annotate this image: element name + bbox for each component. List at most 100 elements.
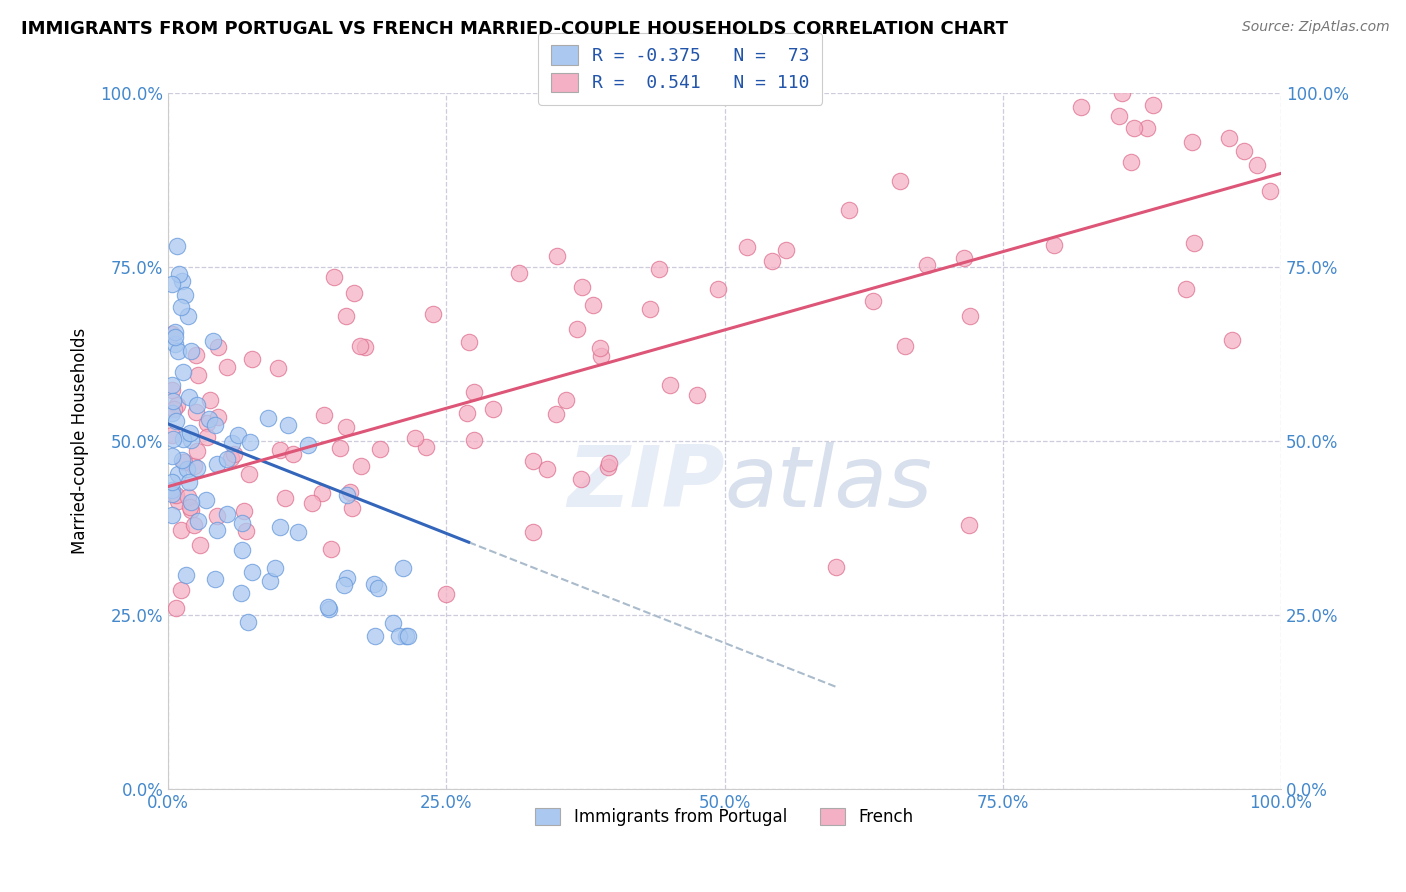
Point: [659, 377, 682, 392]
Point: [957, 517, 980, 532]
Point: [862, 293, 884, 308]
Point: [339, 485, 361, 500]
Point: [172, 365, 194, 379]
Point: [382, 616, 405, 631]
Point: [160, 428, 183, 442]
Point: [1182, 235, 1205, 250]
Point: [415, 440, 437, 454]
Text: ZIP: ZIP: [567, 442, 724, 524]
Point: [336, 488, 359, 502]
Point: [180, 495, 202, 509]
Point: [177, 490, 200, 504]
Point: [953, 252, 976, 266]
Point: [195, 430, 218, 444]
Text: IMMIGRANTS FROM PORTUGAL VS FRENCH MARRIED-COUPLE HOUSEHOLDS CORRELATION CHART: IMMIGRANTS FROM PORTUGAL VS FRENCH MARRI…: [21, 20, 1008, 37]
Point: [160, 475, 183, 489]
Point: [183, 518, 205, 533]
Point: [269, 520, 291, 534]
Point: [160, 406, 183, 420]
Point: [264, 560, 287, 574]
Point: [1142, 98, 1164, 112]
Point: [165, 600, 187, 615]
Point: [186, 444, 208, 458]
Text: Source: ZipAtlas.com: Source: ZipAtlas.com: [1241, 20, 1389, 34]
Point: [160, 508, 183, 522]
Point: [598, 457, 620, 471]
Point: [195, 416, 218, 430]
Point: [162, 433, 184, 447]
Point: [349, 339, 371, 353]
Point: [187, 368, 209, 382]
Point: [215, 507, 238, 521]
Point: [335, 420, 357, 434]
Point: [311, 486, 333, 500]
Point: [353, 340, 375, 354]
Point: [269, 442, 291, 457]
Point: [166, 398, 188, 412]
Point: [242, 565, 264, 579]
Point: [169, 523, 191, 537]
Point: [195, 493, 218, 508]
Point: [824, 559, 846, 574]
Point: [404, 431, 426, 445]
Point: [169, 267, 191, 281]
Point: [204, 572, 226, 586]
Point: [267, 360, 290, 375]
Point: [1070, 100, 1092, 114]
Point: [231, 543, 253, 558]
Point: [183, 459, 205, 474]
Point: [396, 629, 419, 643]
Point: [202, 334, 225, 348]
Point: [160, 483, 183, 497]
Point: [1175, 282, 1198, 296]
Point: [219, 450, 242, 465]
Point: [316, 599, 339, 614]
Point: [177, 309, 200, 323]
Point: [204, 417, 226, 432]
Point: [638, 301, 661, 316]
Point: [174, 288, 197, 302]
Point: [1119, 154, 1142, 169]
Point: [522, 453, 544, 467]
Point: [648, 261, 671, 276]
Point: [170, 300, 193, 314]
Point: [394, 629, 416, 643]
Point: [188, 538, 211, 552]
Point: [322, 270, 344, 285]
Point: [363, 576, 385, 591]
Point: [1136, 121, 1159, 136]
Point: [567, 322, 589, 336]
Point: [1181, 135, 1204, 149]
Point: [737, 239, 759, 253]
Point: [894, 339, 917, 353]
Point: [761, 254, 783, 268]
Point: [238, 467, 260, 481]
Point: [555, 392, 578, 407]
Point: [1122, 121, 1144, 136]
Point: [336, 571, 359, 585]
Point: [163, 330, 186, 344]
Point: [367, 581, 389, 595]
Point: [177, 475, 200, 489]
Point: [167, 467, 190, 482]
Point: [172, 453, 194, 467]
Point: [329, 441, 352, 455]
Point: [198, 411, 221, 425]
Point: [186, 461, 208, 475]
Point: [544, 407, 567, 421]
Point: [160, 277, 183, 291]
Point: [240, 352, 263, 367]
Point: [368, 442, 391, 456]
Point: [775, 243, 797, 257]
Point: [838, 203, 860, 218]
Point: [287, 525, 309, 540]
Point: [1108, 109, 1130, 123]
Point: [231, 516, 253, 530]
Point: [207, 509, 229, 524]
Point: [172, 433, 194, 447]
Point: [277, 418, 299, 433]
Point: [589, 349, 612, 363]
Point: [463, 433, 485, 447]
Point: [176, 462, 198, 476]
Point: [1043, 238, 1066, 252]
